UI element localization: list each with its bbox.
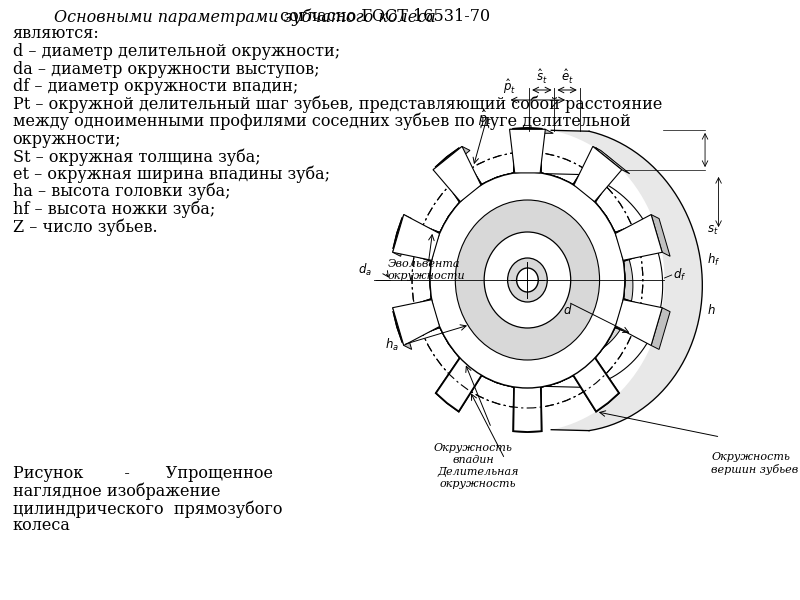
Circle shape (430, 172, 625, 388)
Text: согласно ГОСТ 16531-70: согласно ГОСТ 16531-70 (275, 8, 490, 25)
Text: d – диаметр делительной окружности;: d – диаметр делительной окружности; (13, 43, 340, 60)
Polygon shape (510, 130, 554, 133)
Polygon shape (535, 233, 599, 328)
Text: цилиндрического  прямозубого: цилиндрического прямозубого (13, 500, 282, 517)
Circle shape (517, 268, 538, 292)
Circle shape (455, 200, 599, 360)
Polygon shape (551, 130, 702, 431)
Circle shape (455, 200, 599, 360)
Polygon shape (393, 215, 412, 256)
Text: $h$: $h$ (707, 303, 715, 317)
Polygon shape (393, 215, 439, 260)
Polygon shape (393, 299, 439, 346)
Polygon shape (574, 146, 622, 202)
Text: Рисунок        -       Упрощенное: Рисунок - Упрощенное (13, 465, 273, 482)
Polygon shape (510, 130, 546, 173)
Text: $\hat{p}_t$: $\hat{p}_t$ (503, 77, 516, 96)
Polygon shape (394, 128, 662, 432)
Text: $h_a$: $h_a$ (385, 337, 398, 353)
Text: Делительная
окружность: Делительная окружность (437, 467, 518, 488)
Circle shape (517, 268, 538, 292)
Circle shape (507, 258, 547, 302)
Text: $d_f$: $d_f$ (674, 267, 687, 283)
Polygon shape (433, 146, 481, 202)
Polygon shape (615, 215, 662, 260)
Text: et – окружная ширина впадины зуба;: et – окружная ширина впадины зуба; (13, 166, 330, 183)
Text: $\hat{s}_t$: $\hat{s}_t$ (536, 68, 548, 86)
Text: колеса: колеса (13, 517, 70, 535)
Polygon shape (433, 146, 470, 174)
Circle shape (507, 258, 547, 302)
Text: Z – число зубьев.: Z – число зубьев. (13, 218, 158, 235)
Text: $\hat{p}_t$: $\hat{p}_t$ (478, 109, 492, 128)
Circle shape (484, 232, 570, 328)
Text: наглядное изображение: наглядное изображение (13, 482, 220, 500)
Text: являются:: являются: (13, 25, 99, 43)
Text: Окружность
впадин: Окружность впадин (434, 443, 513, 464)
Text: $s_t$: $s_t$ (707, 223, 718, 236)
Text: Pt – окружной делительный шаг зубьев, представляющий собой расстояние: Pt – окружной делительный шаг зубьев, пр… (13, 95, 662, 113)
Circle shape (430, 172, 625, 388)
Text: Окружность
вершин зубьев: Окружность вершин зубьев (711, 452, 798, 475)
Text: между одноименными профилями соседних зубьев по дуге делительной: между одноименными профилями соседних зу… (13, 113, 630, 130)
Text: $d$: $d$ (563, 303, 573, 317)
Polygon shape (540, 201, 633, 360)
Text: $h_f$: $h_f$ (707, 252, 720, 268)
Text: ha – высота головки зуба;: ha – высота головки зуба; (13, 183, 230, 200)
Polygon shape (393, 308, 412, 349)
Text: $d_a$: $d_a$ (358, 262, 372, 278)
Polygon shape (651, 215, 670, 256)
Polygon shape (615, 299, 662, 346)
Circle shape (484, 232, 570, 328)
Polygon shape (651, 308, 670, 349)
Text: df – диаметр окружности впадин;: df – диаметр окружности впадин; (13, 78, 298, 95)
Text: Эвольвента
окружности: Эвольвента окружности (388, 259, 466, 281)
Text: Основными параметрами зубчатого колеса: Основными параметрами зубчатого колеса (54, 8, 436, 25)
Polygon shape (394, 128, 662, 432)
Polygon shape (544, 173, 662, 387)
Text: hf – высота ножки зуба;: hf – высота ножки зуба; (13, 200, 215, 218)
Text: da – диаметр окружности выступов;: da – диаметр окружности выступов; (13, 61, 319, 77)
Text: $\hat{e}_t$: $\hat{e}_t$ (561, 68, 574, 86)
Text: St – окружная толщина зуба;: St – окружная толщина зуба; (13, 148, 260, 166)
Text: окружности;: окружности; (13, 130, 122, 148)
Polygon shape (593, 146, 630, 174)
